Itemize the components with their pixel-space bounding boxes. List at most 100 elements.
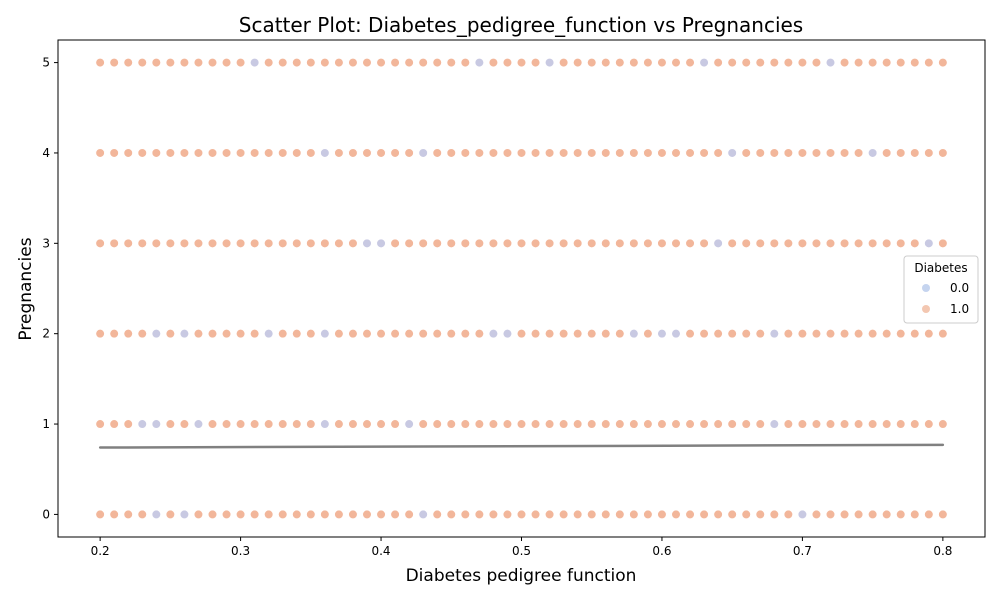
scatter-point: [530, 329, 541, 339]
scatter-point: [95, 148, 105, 158]
scatter-point: [544, 329, 555, 339]
scatter-point: [502, 148, 513, 158]
scatter-point: [292, 329, 302, 339]
scatter-point: [910, 509, 920, 520]
scatter-point: [95, 509, 105, 520]
scatter-point: [306, 419, 316, 429]
x-tick-label: 0.5: [512, 544, 531, 558]
scatter-point: [362, 509, 372, 520]
scatter-point: [699, 238, 709, 248]
scatter-point: [390, 57, 400, 68]
scatter-point: [320, 57, 330, 68]
scatter-point: [193, 57, 204, 68]
scatter-point: [811, 57, 822, 68]
scatter-point: [797, 509, 808, 520]
scatter-point: [165, 148, 175, 158]
scatter-point: [741, 57, 751, 68]
scatter-point: [193, 419, 204, 429]
x-axis-ticks: 0.2 0.3 0.4 0.5 0.6 0.7 0.8: [91, 537, 952, 558]
scatter-point: [882, 509, 892, 520]
scatter-point: [264, 419, 274, 429]
scatter-point: [769, 148, 779, 158]
x-tick-label: 0.8: [933, 544, 952, 558]
scatter-point: [151, 148, 161, 158]
scatter-point: [559, 329, 569, 339]
scatter-point: [629, 509, 639, 520]
scatter-point: [896, 57, 906, 68]
scatter-point: [783, 238, 793, 248]
scatter-point: [896, 238, 906, 248]
scatter-point: [221, 509, 232, 520]
scatter-point: [179, 509, 190, 520]
scatter-point: [685, 238, 695, 248]
scatter-point: [938, 419, 948, 429]
scatter-point: [530, 148, 541, 158]
y-tick-label: 0: [42, 507, 50, 521]
scatter-point: [460, 57, 470, 68]
scatter-point: [516, 419, 527, 429]
scatter-point: [123, 148, 133, 158]
scatter-point: [924, 148, 934, 158]
scatter-point: [671, 238, 681, 248]
scatter-point: [573, 329, 583, 339]
scatter-point: [530, 57, 541, 68]
scatter-point: [95, 329, 105, 339]
scatter-point: [615, 238, 625, 248]
scatter-point: [292, 419, 302, 429]
scatter-point: [250, 238, 260, 248]
y-axis-title: Pregnancies: [16, 237, 36, 340]
scatter-point: [320, 509, 330, 520]
scatter-point: [109, 148, 119, 158]
scatter-point: [235, 148, 246, 158]
scatter-point: [165, 509, 175, 520]
scatter-point: [643, 419, 653, 429]
scatter-point: [868, 329, 878, 339]
scatter-point: [306, 509, 316, 520]
scatter-point: [179, 57, 190, 68]
scatter-point: [643, 329, 653, 339]
scatter-point: [264, 329, 274, 339]
scatter-point: [221, 238, 232, 248]
scatter-point: [474, 238, 484, 248]
scatter-point: [797, 57, 808, 68]
scatter-point: [530, 419, 541, 429]
scatter-point: [474, 419, 484, 429]
scatter-point: [741, 419, 751, 429]
regression-line: [98, 443, 945, 449]
scatter-point: [671, 329, 681, 339]
scatter-point: [334, 509, 344, 520]
scatter-point: [713, 148, 723, 158]
scatter-point: [811, 238, 822, 248]
scatter-point: [699, 509, 709, 520]
scatter-point: [137, 419, 147, 429]
scatter-point: [811, 148, 822, 158]
scatter-point: [278, 419, 288, 429]
scatter-point: [207, 329, 218, 339]
scatter-point: [587, 57, 597, 68]
scatter-point: [250, 148, 260, 158]
scatter-point: [924, 57, 934, 68]
scatter-point: [109, 509, 119, 520]
scatter-point: [643, 148, 653, 158]
scatter-point: [741, 509, 751, 520]
scatter-point: [910, 419, 920, 429]
scatter-point: [320, 419, 330, 429]
scatter-point: [502, 509, 513, 520]
x-axis-title: Diabetes pedigree function: [406, 566, 637, 586]
scatter-point: [657, 57, 667, 68]
scatter-point: [853, 509, 864, 520]
scatter-point: [882, 419, 892, 429]
scatter-point: [404, 148, 414, 158]
scatter-point: [390, 238, 400, 248]
scatter-point: [713, 509, 723, 520]
scatter-point: [432, 57, 442, 68]
scatter-point: [530, 509, 541, 520]
scatter-point: [755, 419, 765, 429]
scatter-point: [348, 329, 358, 339]
scatter-point: [811, 419, 822, 429]
scatter-point: [123, 419, 133, 429]
scatter-point: [221, 57, 232, 68]
scatter-point: [207, 509, 218, 520]
scatter-point: [544, 419, 555, 429]
scatter-point: [924, 329, 934, 339]
